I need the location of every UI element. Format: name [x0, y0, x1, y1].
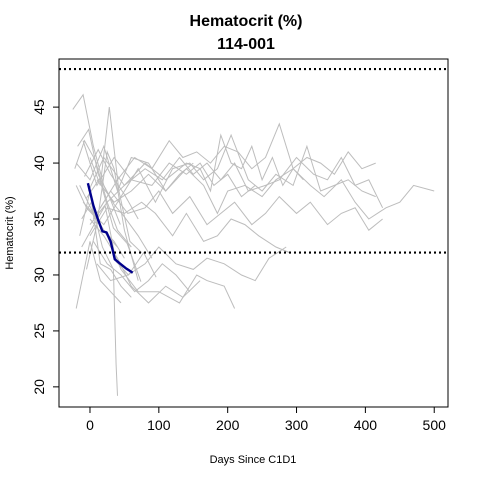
x-axis: 0 100 200 300 400 500	[86, 407, 446, 433]
y-tick-label-20: 20	[31, 379, 47, 395]
series-layer	[72, 93, 435, 396]
plot-area	[58, 58, 449, 408]
series-line-20	[86, 133, 376, 226]
y-tick-label-30: 30	[31, 267, 47, 283]
x-tick-label-300: 300	[285, 417, 309, 433]
series-line-18	[82, 140, 256, 198]
chart-title: Hematocrit (%)	[190, 13, 303, 30]
x-tick-label-0: 0	[86, 417, 94, 433]
series-line-15	[89, 201, 290, 254]
series-line-12	[89, 218, 201, 304]
series-line-6	[77, 128, 121, 225]
y-tick-label-35: 35	[31, 211, 47, 227]
series-line-14	[96, 246, 287, 282]
y-axis: 20 25 30 35 40 45	[31, 99, 59, 395]
series-line-5	[79, 190, 132, 298]
x-axis-label: Days Since C1D1	[210, 454, 297, 466]
y-axis-label: Hematocrit (%)	[4, 196, 16, 269]
series-line-13	[92, 241, 191, 293]
y-tick-label-25: 25	[31, 323, 47, 339]
series-line-9	[86, 150, 139, 281]
highlight-layer	[86, 182, 134, 274]
series-line-26	[85, 177, 142, 282]
chart-subtitle: 114-001	[217, 36, 275, 53]
series-line-11	[79, 185, 236, 309]
reference-lines	[59, 67, 448, 254]
series-line-24	[84, 148, 139, 220]
series-line-21	[88, 133, 304, 193]
x-tick-label-500: 500	[423, 417, 447, 433]
series-line-17	[96, 167, 435, 220]
highlight-series-line	[86, 182, 134, 274]
y-tick-label-40: 40	[31, 155, 47, 171]
x-tick-label-400: 400	[354, 417, 378, 433]
series-line-19	[89, 156, 384, 225]
series-line-22	[99, 122, 376, 209]
series-line-23	[75, 144, 194, 193]
x-tick-label-100: 100	[147, 417, 171, 433]
x-tick-label-200: 200	[216, 417, 240, 433]
series-line-16	[92, 190, 383, 231]
y-tick-label-45: 45	[31, 99, 47, 115]
